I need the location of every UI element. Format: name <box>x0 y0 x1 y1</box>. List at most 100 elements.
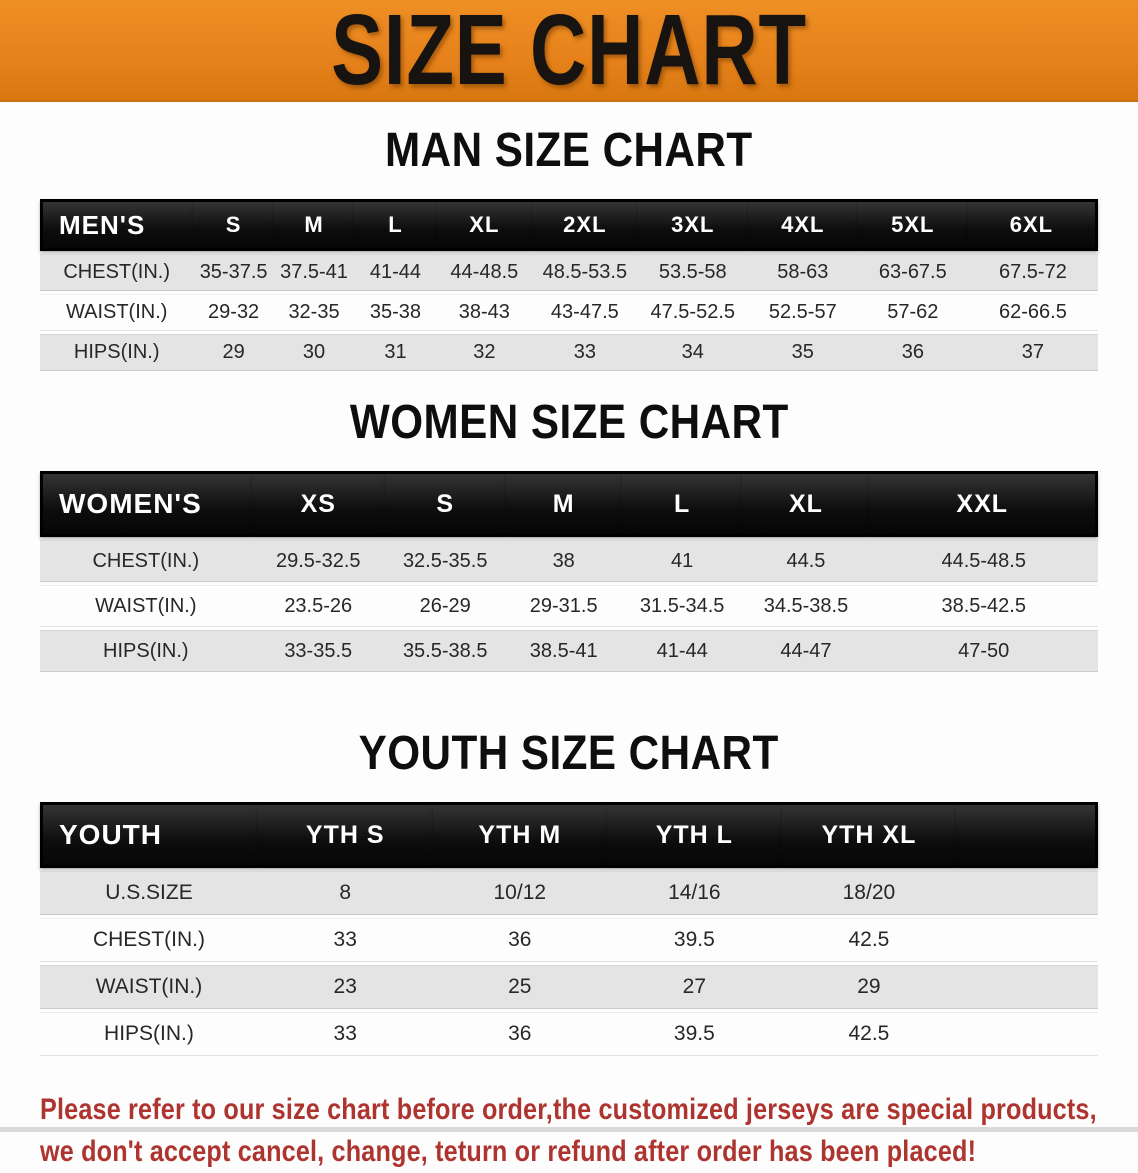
value-cell: 44.5-48.5 <box>869 540 1098 582</box>
value-cell: 48.5-53.5 <box>531 254 638 291</box>
order-notice-line-1: Please refer to our size chart before or… <box>40 1093 1097 1126</box>
value-cell: 62-66.5 <box>967 294 1098 331</box>
spacer-cell <box>956 1012 1098 1056</box>
size-header-cell: L <box>354 199 437 251</box>
value-cell: 26-29 <box>384 585 506 627</box>
value-cell: 30 <box>273 334 355 371</box>
value-cell: 44-47 <box>742 630 870 672</box>
value-cell: 23 <box>257 965 433 1009</box>
measure-label-cell: HIPS(IN.) <box>40 630 252 672</box>
measure-label-cell: HIPS(IN.) <box>40 334 194 371</box>
value-cell: 32 <box>436 334 532 371</box>
size-header-cell: 6XL <box>967 199 1098 251</box>
measure-label-cell: WAIST(IN.) <box>40 294 194 331</box>
value-cell: 39.5 <box>607 1012 782 1056</box>
value-cell: 33 <box>531 334 638 371</box>
order-notice-line-2: we don't accept cancel, change, teturn o… <box>40 1135 977 1168</box>
group-label-cell: YOUTH <box>40 802 258 868</box>
men-size-table: MEN'S S M L XL 2XL 3XL 4XL 5XL 6XL CHEST(IN.) 35-3… <box>40 196 1098 374</box>
measure-row: HIPS(IN.) 33-35.5 35.5-38.5 38.5-41 41-44 44-… <box>40 630 1098 672</box>
size-header-cell: XL <box>742 471 870 537</box>
size-header-cell: 4XL <box>747 199 858 251</box>
measure-row: WAIST(IN.) 23.5-26 26-29 29-31.5 31.5-34.5 34… <box>40 585 1098 627</box>
bottom-edge-strip <box>0 1127 1138 1132</box>
value-cell: 36 <box>432 1012 608 1056</box>
header-row: WOMEN'S XS S M L XL XXL <box>40 471 1098 537</box>
value-cell: 34.5-38.5 <box>742 585 870 627</box>
size-header-cell: 5XL <box>857 199 968 251</box>
value-cell: 35-38 <box>354 294 437 331</box>
men-table-body: CHEST(IN.) 35-37.5 37.5-41 41-44 44-48.5 48.5… <box>40 254 1098 371</box>
value-cell: 47.5-52.5 <box>637 294 748 331</box>
value-cell: 35-37.5 <box>193 254 274 291</box>
header-spacer-cell <box>956 802 1098 868</box>
measure-row: CHEST(IN.) 29.5-32.5 32.5-35.5 38 41 44.5 44.5… <box>40 540 1098 582</box>
size-header-cell: 3XL <box>637 199 748 251</box>
value-cell: 39.5 <box>607 918 782 962</box>
value-cell: 43-47.5 <box>531 294 638 331</box>
women-size-table: WOMEN'S XS S M L XL XXL CHEST(IN.) 29.5-32.5 32.… <box>40 468 1098 675</box>
header-row: YOUTH YTH S YTH M YTH L YTH XL <box>40 802 1098 868</box>
value-cell: 41-44 <box>354 254 437 291</box>
value-cell: 41 <box>621 540 743 582</box>
size-header-cell: XXL <box>869 471 1098 537</box>
size-header-cell: M <box>505 471 622 537</box>
measure-row: CHEST(IN.) 33 36 39.5 42.5 <box>40 918 1098 962</box>
size-header-cell: YTH M <box>432 802 608 868</box>
value-cell: 37.5-41 <box>273 254 355 291</box>
value-cell: 29-32 <box>193 294 274 331</box>
men-table-header: MEN'S S M L XL 2XL 3XL 4XL 5XL 6XL <box>40 199 1098 251</box>
measure-row: U.S.SIZE 8 10/12 14/16 18/20 <box>40 871 1098 915</box>
measure-label-cell: WAIST(IN.) <box>40 965 258 1009</box>
value-cell: 33 <box>257 918 433 962</box>
value-cell: 38.5-41 <box>505 630 622 672</box>
youth-table-header: YOUTH YTH S YTH M YTH L YTH XL <box>40 802 1098 868</box>
measure-row: HIPS(IN.) 33 36 39.5 42.5 <box>40 1012 1098 1056</box>
group-label-cell: MEN'S <box>40 199 194 251</box>
size-chart-banner-title: SIZE CHART <box>331 0 807 106</box>
value-cell: 31.5-34.5 <box>621 585 743 627</box>
value-cell: 10/12 <box>432 871 608 915</box>
value-cell: 57-62 <box>857 294 968 331</box>
value-cell: 29 <box>193 334 274 371</box>
women-section-title: WOMEN SIZE CHART <box>0 398 1138 448</box>
value-cell: 37 <box>967 334 1098 371</box>
value-cell: 38-43 <box>436 294 532 331</box>
measure-label-cell: HIPS(IN.) <box>40 1012 258 1056</box>
women-table-header: WOMEN'S XS S M L XL XXL <box>40 471 1098 537</box>
value-cell: 44.5 <box>742 540 870 582</box>
value-cell: 34 <box>637 334 748 371</box>
value-cell: 31 <box>354 334 437 371</box>
size-header-cell: XL <box>436 199 532 251</box>
size-header-cell: S <box>384 471 506 537</box>
measure-label-cell: CHEST(IN.) <box>40 254 194 291</box>
value-cell: 29 <box>781 965 957 1009</box>
value-cell: 44-48.5 <box>436 254 532 291</box>
women-size-chart-section: WOMEN SIZE CHART WOMEN'S XS S M L XL XXL CHEST… <box>0 398 1138 675</box>
measure-row: HIPS(IN.) 29 30 31 32 33 34 35 36 37 <box>40 334 1098 371</box>
value-cell: 23.5-26 <box>251 585 385 627</box>
value-cell: 8 <box>257 871 433 915</box>
measure-row: WAIST(IN.) 29-32 32-35 35-38 38-43 43-47.5 47.… <box>40 294 1098 331</box>
measure-label-cell: WAIST(IN.) <box>40 585 252 627</box>
value-cell: 29.5-32.5 <box>251 540 385 582</box>
youth-size-chart-section: YOUTH SIZE CHART YOUTH YTH S YTH M YTH L YTH… <box>0 729 1138 1059</box>
youth-size-table: YOUTH YTH S YTH M YTH L YTH XL U.S.SIZE 8 10/1… <box>40 799 1098 1059</box>
size-chart-banner: SIZE CHART <box>0 0 1138 102</box>
size-header-cell: M <box>273 199 355 251</box>
measure-label-cell: CHEST(IN.) <box>40 540 252 582</box>
measure-row: WAIST(IN.) 23 25 27 29 <box>40 965 1098 1009</box>
value-cell: 38.5-42.5 <box>869 585 1098 627</box>
value-cell: 32-35 <box>273 294 355 331</box>
value-cell: 52.5-57 <box>747 294 858 331</box>
value-cell: 42.5 <box>781 918 957 962</box>
spacer-cell <box>956 871 1098 915</box>
size-header-cell: S <box>193 199 274 251</box>
size-header-cell: XS <box>251 471 385 537</box>
spacer-cell <box>956 918 1098 962</box>
man-section-title: MAN SIZE CHART <box>0 126 1138 176</box>
value-cell: 18/20 <box>781 871 957 915</box>
man-section-title-text: MAN SIZE CHART <box>385 124 753 177</box>
women-section-title-text: WOMEN SIZE CHART <box>349 396 789 449</box>
value-cell: 53.5-58 <box>637 254 748 291</box>
